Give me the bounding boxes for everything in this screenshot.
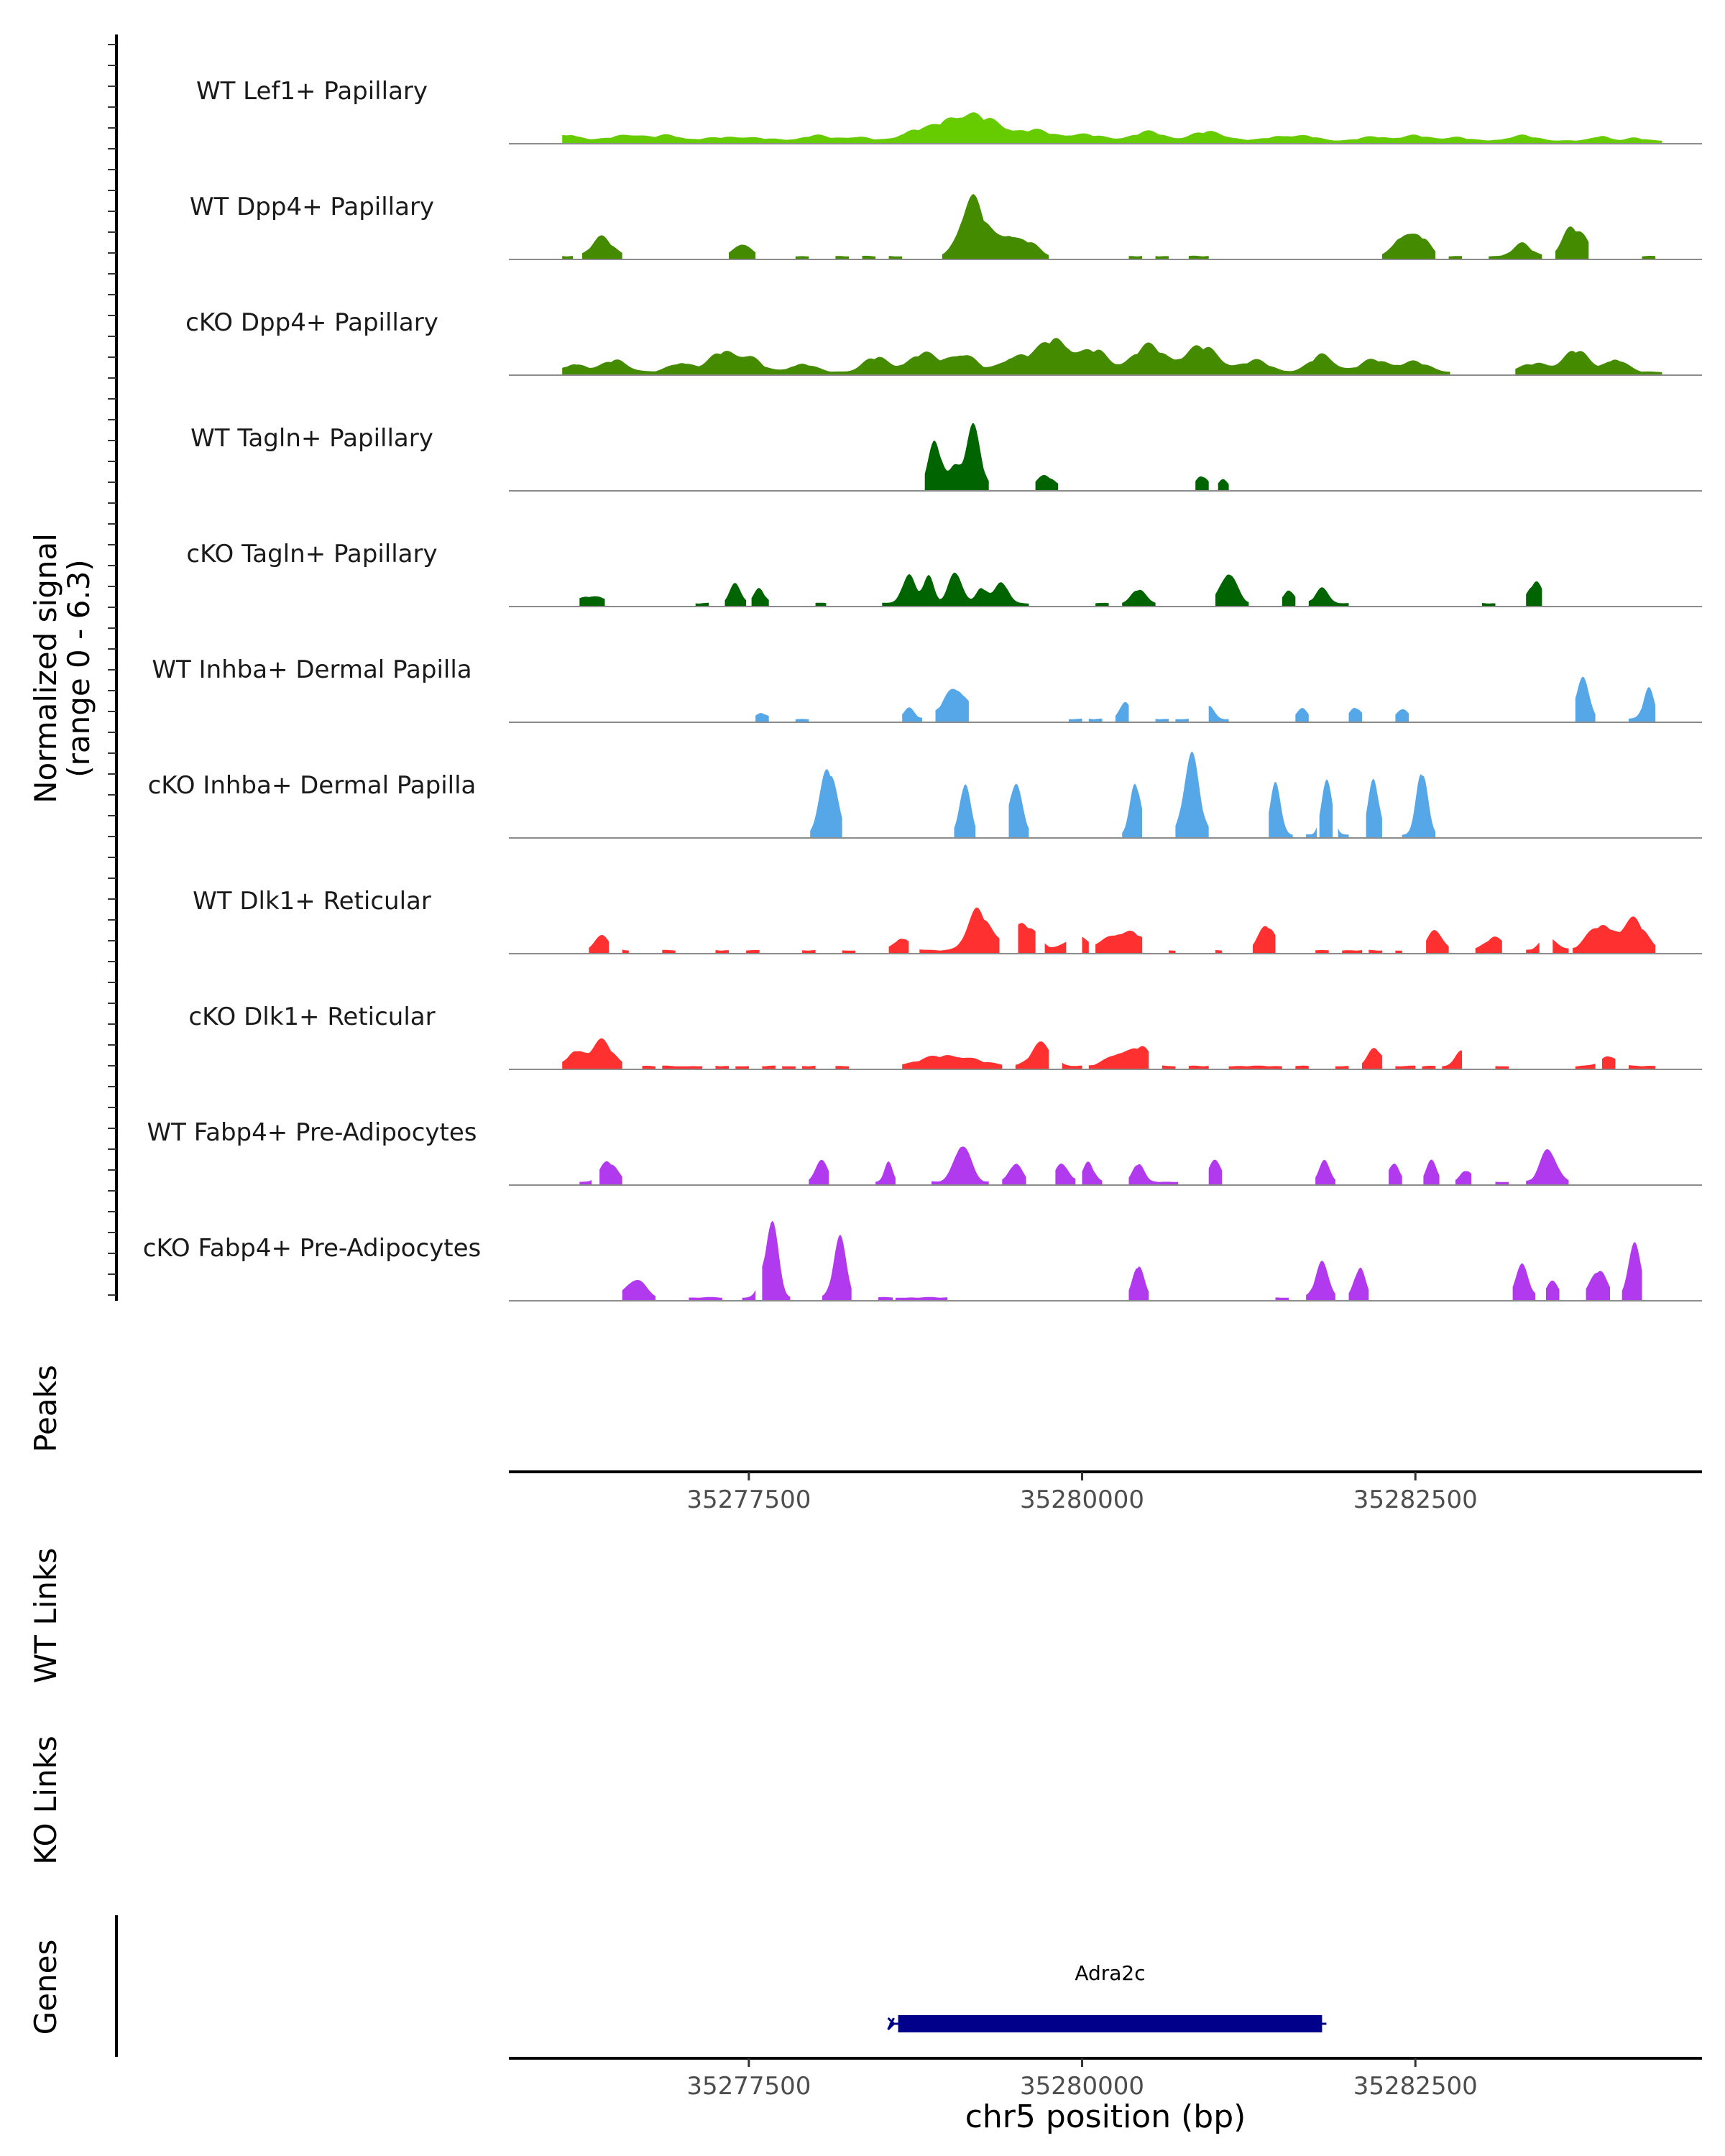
coverage-track: cKO Dlk1+ Reticular <box>188 1003 1702 1070</box>
track-label: WT Dlk1+ Reticular <box>193 887 431 916</box>
x-axis-title: chr5 position (bp) <box>965 2099 1246 2135</box>
coverage-track: WT Dpp4+ Papillary <box>190 193 1702 260</box>
track-label: WT Fabp4+ Pre-Adipocytes <box>147 1118 477 1147</box>
peaks-panel: Peaks 35277500 35280000 35282500 <box>28 1365 1702 1514</box>
coverage-area <box>562 338 1662 375</box>
coverage-area <box>589 907 1656 954</box>
coverage-track: WT Lef1+ Papillary <box>196 77 1702 144</box>
track-label: cKO Dpp4+ Papillary <box>185 308 438 337</box>
y-axis-subtitle: (range 0 - 6.3) <box>61 559 96 778</box>
genes-panel-label: Genes <box>28 1940 63 2035</box>
coverage-panel: Normalized signal (range 0 - 6.3) WT Lef… <box>28 34 1702 1302</box>
track-label: WT Inhba+ Dermal Papilla <box>152 655 472 684</box>
coverage-area <box>579 1146 1569 1185</box>
x-tick-label: 35282500 <box>1353 1485 1478 1514</box>
gene-label: Adra2c <box>1075 1961 1145 1985</box>
gene-models: Adra2c <box>887 1961 1327 2032</box>
peaks-x-axis-ticks: 35277500 35280000 35282500 <box>686 1472 1478 1514</box>
track-label: cKO Dlk1+ Reticular <box>188 1003 435 1031</box>
track-label: WT Tagln+ Papillary <box>190 424 433 453</box>
track-label: WT Dpp4+ Papillary <box>190 193 434 221</box>
x-tick-label: 35282500 <box>1353 2072 1478 2101</box>
coverage-area <box>562 112 1662 144</box>
y-axis-title: Normalized signal <box>28 533 63 803</box>
coverage-track: cKO Inhba+ Dermal Papilla <box>148 752 1702 839</box>
strand-arrow-icon <box>887 2017 896 2031</box>
genes-panel: Genes Adra2c 35277500 35280000 35282500 ch… <box>28 1915 1702 2135</box>
coverage-track: cKO Tagln+ Papillary <box>186 540 1702 607</box>
coverage-area <box>924 423 1229 491</box>
coverage-area <box>562 1038 1656 1069</box>
x-tick-label: 35280000 <box>1020 2072 1144 2101</box>
track-label: WT Lef1+ Papillary <box>196 77 428 106</box>
coverage-track: WT Inhba+ Dermal Papilla <box>152 655 1702 723</box>
coverage-track: cKO Fabp4+ Pre-Adipocytes <box>143 1220 1702 1302</box>
track-label: cKO Inhba+ Dermal Papilla <box>148 771 477 800</box>
y-axis-ticks <box>108 44 116 1296</box>
wt-links-panel-label: WT Links <box>28 1548 63 1683</box>
coverage-track: cKO Dpp4+ Papillary <box>185 308 1702 376</box>
gene-model: Adra2c <box>887 1961 1327 2032</box>
coverage-tracks: WT Lef1+ Papillary WT Dpp4+ Papillary cKO … <box>143 77 1702 1302</box>
track-label: cKO Tagln+ Papillary <box>186 540 437 568</box>
coverage-track: WT Tagln+ Papillary <box>190 423 1702 492</box>
coverage-area <box>622 1220 1642 1301</box>
x-tick-label: 35277500 <box>686 2072 811 2101</box>
track-label: cKO Fabp4+ Pre-Adipocytes <box>143 1234 482 1263</box>
x-tick-label: 35277500 <box>686 1485 811 1514</box>
coverage-area <box>810 752 1436 838</box>
peaks-panel-label: Peaks <box>28 1365 63 1452</box>
coverage-track: WT Dlk1+ Reticular <box>193 887 1702 954</box>
x-tick-label: 35280000 <box>1020 1485 1144 1514</box>
coverage-track: WT Fabp4+ Pre-Adipocytes <box>147 1118 1702 1186</box>
genes-x-axis-ticks: 35277500 35280000 35282500 <box>686 2058 1478 2101</box>
ko-links-panel-label: KO Links <box>28 1736 63 1865</box>
links-panels: WT Links KO Links <box>28 1548 63 1865</box>
